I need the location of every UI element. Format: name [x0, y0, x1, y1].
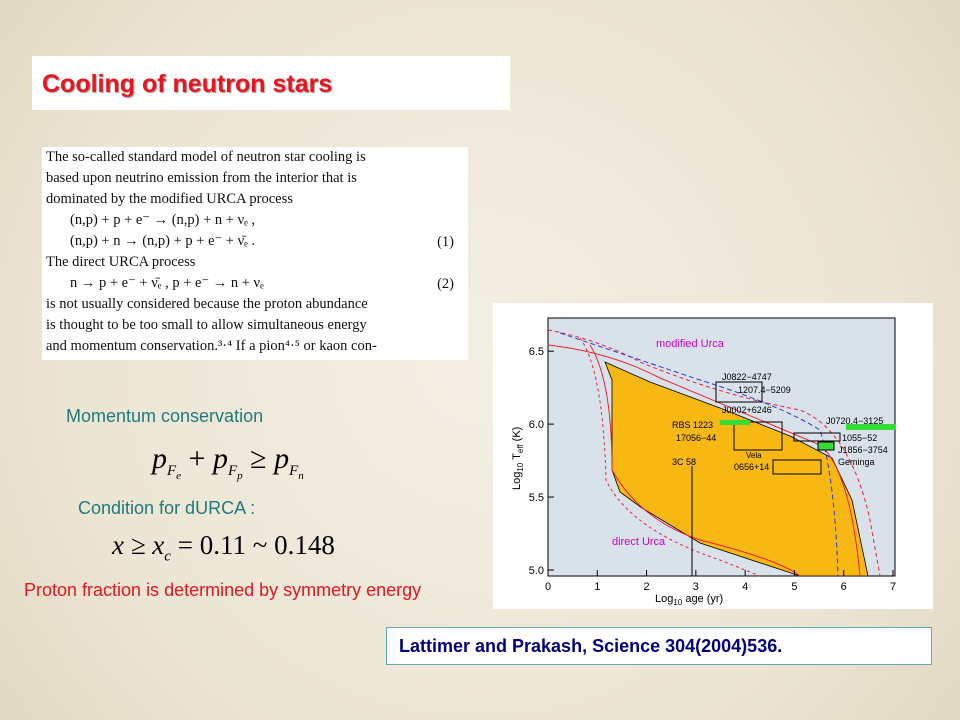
momentum-equation: pFe + pFp ≥ pFn — [152, 442, 304, 482]
source-label: 1207.4−5209 — [738, 385, 791, 395]
excerpt-line: The direct URCA process — [46, 254, 196, 270]
eq-part: x ≥ x — [112, 530, 165, 560]
x-tick-label: 7 — [890, 581, 896, 593]
x-tick-label: 3 — [693, 581, 699, 593]
excerpt-line: and momentum conservation.³·⁴ If a pion⁴… — [46, 338, 377, 354]
eq-part: F — [289, 463, 299, 479]
eq-part: p — [152, 442, 167, 475]
y-axis-label: Log10 Teff (K) — [511, 427, 525, 490]
source-box — [793, 432, 841, 442]
source-box — [817, 441, 835, 451]
condition-label: Condition for dURCA : — [78, 498, 256, 518]
x-tick-label: 0 — [545, 581, 551, 593]
source-box — [733, 421, 783, 451]
eq-part: + — [188, 442, 206, 475]
equation-number: (2) — [437, 276, 454, 292]
source-label: J0822−4747 — [722, 372, 772, 382]
eq-part: F — [167, 463, 177, 479]
axis-label-part: T — [511, 453, 523, 463]
cooling-band — [604, 361, 869, 577]
citation: Lattimer and Prakash, Science 304(2004)5… — [386, 627, 932, 665]
axis-label-part: (K) — [511, 427, 523, 445]
source-box — [846, 424, 896, 430]
excerpt-line: The so-called standard model of neutron … — [46, 149, 366, 165]
annotation: direct Urca — [612, 536, 666, 548]
source-label: J1856−3754 — [838, 445, 888, 455]
y-tick-label: 6.0 — [529, 419, 544, 431]
axis-label-part: 10 — [516, 462, 525, 471]
eq-part: c — [164, 548, 171, 565]
condition-equation: x ≥ xc = 0.11 ~ 0.148 — [112, 530, 335, 565]
eq-part: p — [212, 442, 228, 475]
annotation: modified Urca — [656, 338, 725, 350]
excerpt-line: is thought to be too small to allow simu… — [46, 317, 367, 333]
x-tick-label: 1 — [594, 581, 600, 593]
title: Cooling of neutron stars — [42, 70, 333, 98]
source-label: RBS 1223 — [672, 420, 713, 430]
title-box — [32, 56, 510, 110]
source-label: J0002+6246 — [722, 405, 772, 415]
momentum-label: Momentum conservation — [66, 406, 264, 426]
equation-number: (1) — [437, 234, 454, 250]
curve — [579, 337, 761, 577]
source-box — [720, 420, 750, 425]
source-label: 1055−52 — [842, 433, 877, 443]
axis-label-part: Log — [655, 593, 673, 605]
excerpt: The so-called standard model of neutron … — [42, 147, 468, 360]
source-label: 0656+14 — [734, 462, 769, 472]
eq-part: p — [237, 470, 243, 482]
eq-part: ~ — [252, 530, 268, 560]
x-tick-label: 6 — [841, 581, 847, 593]
excerpt-line: (n,p) + p + e⁻ → (n,p) + n + νₑ , — [70, 212, 256, 228]
eq-part: ≥ — [250, 442, 267, 475]
eq-part: F — [227, 463, 238, 479]
x-axis-label: Log10 age (yr) — [655, 593, 723, 607]
curve — [547, 344, 861, 577]
eq-part: p — [274, 442, 290, 475]
excerpt-line: is not usually considered because the pr… — [46, 296, 368, 312]
y-tick-label: 6.5 — [529, 346, 544, 358]
source-label: 17056−44 — [676, 433, 716, 443]
excerpt-line: (n,p) + n → (n,p) + p + e⁻ + ν̄ₑ . — [70, 233, 256, 249]
x-tick-label: 5 — [791, 581, 797, 593]
axis-label-part: 10 — [673, 598, 682, 607]
eq-part: n — [298, 470, 304, 482]
source-label: Geminga — [838, 457, 875, 467]
source-box — [772, 459, 822, 475]
axis-label-part: Log — [511, 472, 523, 490]
source-box — [715, 381, 763, 403]
ticks: 0 1 2 3 4 5 6 7 5.0 5.5 6.0 6.5 — [529, 346, 896, 593]
x-tick-label: 2 — [644, 581, 650, 593]
y-tick-label: 5.0 — [529, 565, 544, 577]
eq-part: = 0.11 — [177, 530, 246, 560]
source-label: J0720.4−3125 — [826, 416, 883, 426]
eq-part: 0.148 — [274, 530, 335, 560]
source-labels: J0822−4747 1207.4−5209 J0002+6246 RBS 12… — [672, 372, 888, 472]
eq-part: e — [176, 470, 182, 482]
proton-note: Proton fraction is determined by symmetr… — [24, 580, 422, 600]
curve — [589, 344, 801, 577]
excerpt-line: dominated by the modified URCA process — [46, 191, 293, 207]
axis-label-part: age (yr) — [682, 593, 723, 605]
axis-label-part: eff — [516, 444, 525, 454]
x-tick-label: 4 — [742, 581, 748, 593]
source-label: 3C 58 — [672, 457, 696, 467]
excerpt-line: n → p + e⁻ + ν̄ₑ , p + e⁻ → n + νₑ — [70, 275, 264, 291]
source-label: Vela — [746, 451, 762, 460]
excerpt-line: based upon neutrino emission from the in… — [46, 170, 357, 186]
y-tick-label: 5.5 — [529, 492, 544, 504]
